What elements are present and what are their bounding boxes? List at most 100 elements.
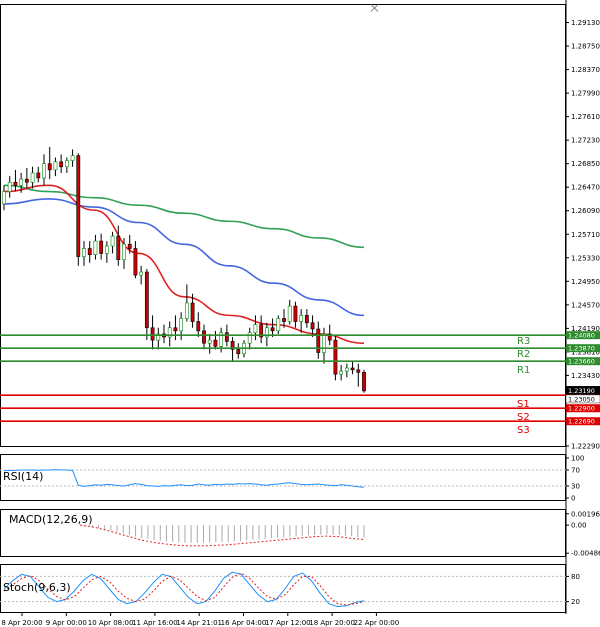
candle-body (230, 341, 235, 350)
rsi-axis-label: 30 (571, 483, 580, 491)
candle-body (7, 181, 12, 192)
candle-body (167, 327, 172, 338)
pivot-level-tag-value: 1.22900 (568, 405, 595, 413)
candle-body (116, 235, 121, 260)
price-axis-label: 1.29130 (571, 19, 600, 27)
candle-body (19, 178, 24, 186)
macd-signal-line (79, 524, 365, 547)
candle-body (2, 191, 6, 205)
pivot-level-tag-bg (566, 404, 600, 413)
price-axis-label: 1.26470 (571, 184, 600, 192)
candle-body (144, 271, 149, 329)
macd-axis-label: 0.00 (571, 522, 587, 530)
stoch-axis-label: 80 (571, 573, 580, 581)
candle-body (127, 243, 132, 249)
candle-body (264, 327, 269, 338)
time-axis-label: 8 Apr 20:00 (1, 619, 42, 627)
price-marker-tag-value: 1.23050 (568, 395, 595, 403)
candle-body (339, 370, 344, 375)
candle-body (362, 372, 366, 392)
candle-body (122, 243, 126, 260)
macd-axis-label: 0.001963 (571, 510, 600, 518)
price-axis-label: 1.26850 (571, 160, 600, 168)
candle-body (47, 163, 52, 171)
main-pane-frame (0, 4, 566, 447)
candle-body (36, 172, 41, 179)
candle-body (293, 305, 298, 322)
price-axis-label: 1.24570 (571, 301, 600, 309)
candle-body (219, 332, 224, 347)
rsi-axis-label: 70 (571, 467, 580, 475)
pivot-level-label-s2: S2 (517, 412, 530, 423)
candle-body (110, 235, 115, 247)
close-icon[interactable] (371, 4, 379, 12)
price-axis-label: 1.23430 (571, 372, 600, 380)
price-axis-label: 1.23810 (571, 348, 600, 356)
price-axis-label: 1.25330 (571, 254, 600, 262)
pivot-level-label-s3: S3 (517, 425, 530, 436)
candle-body (344, 367, 349, 372)
candle-body (150, 327, 155, 341)
pivot-level-label-s1: S1 (517, 399, 530, 410)
macd-axis-label: -0.004861 (571, 550, 600, 558)
candle-body (202, 330, 206, 344)
pivot-level-tag-value: 1.24080 (568, 332, 595, 340)
candle-body (156, 333, 161, 341)
candle-body (207, 339, 212, 344)
pivot-level-tag-bg (566, 331, 600, 340)
ma-fast-line (3, 184, 365, 345)
candle-body (259, 324, 264, 338)
candle-body (133, 248, 138, 276)
candle-body (53, 161, 58, 171)
candle-body (304, 315, 309, 324)
price-axis-label: 1.26090 (571, 207, 600, 215)
candle-body (139, 271, 144, 276)
time-axis-label: 17 Apr 12:00 (265, 619, 311, 627)
pivot-level-label-r3: R3 (517, 336, 530, 347)
candle-body (253, 324, 258, 334)
candle-body (76, 155, 81, 257)
ma-mid-line (3, 198, 365, 317)
candle-body (24, 178, 29, 183)
candle-body (213, 339, 218, 347)
candle-body (196, 321, 201, 332)
price-axis-label: 1.24190 (571, 325, 600, 333)
price-axis-label: 1.27990 (571, 90, 600, 98)
candle-body (190, 302, 195, 322)
stoch-label: Stoch(9,6,3) (3, 581, 71, 594)
time-axis-label: 9 Apr 00:00 (46, 619, 87, 627)
rsi-line (3, 469, 365, 488)
candle-body (104, 245, 109, 254)
candle-body (87, 248, 92, 255)
candle-body (64, 160, 69, 168)
candle-body (327, 333, 332, 341)
macd-label: MACD(12,26,9) (9, 513, 93, 526)
candle-body (322, 333, 326, 353)
pivot-level-tag-value: 1.22690 (568, 418, 595, 426)
price-axis-label: 1.27230 (571, 137, 600, 145)
time-axis-label: 14 Apr 21:01 (176, 619, 222, 627)
price-marker-tag-bg (565, 386, 600, 395)
candle-body (30, 172, 35, 183)
candle-body (173, 327, 178, 332)
candle-body (82, 248, 86, 257)
stoch-signal-line (3, 572, 365, 606)
candle-body (99, 240, 104, 254)
pivot-level-tag-bg (566, 417, 600, 426)
candle-body (247, 332, 252, 344)
candle-body (184, 302, 189, 319)
pivot-level-tag-value: 1.23870 (568, 345, 595, 353)
price-marker-tag-bg (565, 394, 600, 404)
time-axis-label: 18 Apr 20:00 (309, 619, 355, 627)
pivot-level-label-r1: R1 (517, 365, 530, 376)
stoch-axis-label: 20 (571, 598, 580, 606)
candle-body (356, 369, 361, 373)
stoch-pane-frame (0, 564, 566, 613)
candle-body (236, 349, 241, 355)
pivot-level-tag-bg (566, 357, 600, 366)
candle-body (310, 322, 315, 330)
time-axis-label: 11 Apr 16:00 (132, 619, 178, 627)
pivot-level-tag-bg (566, 344, 600, 353)
rsi-axis-label: 0 (571, 495, 575, 503)
